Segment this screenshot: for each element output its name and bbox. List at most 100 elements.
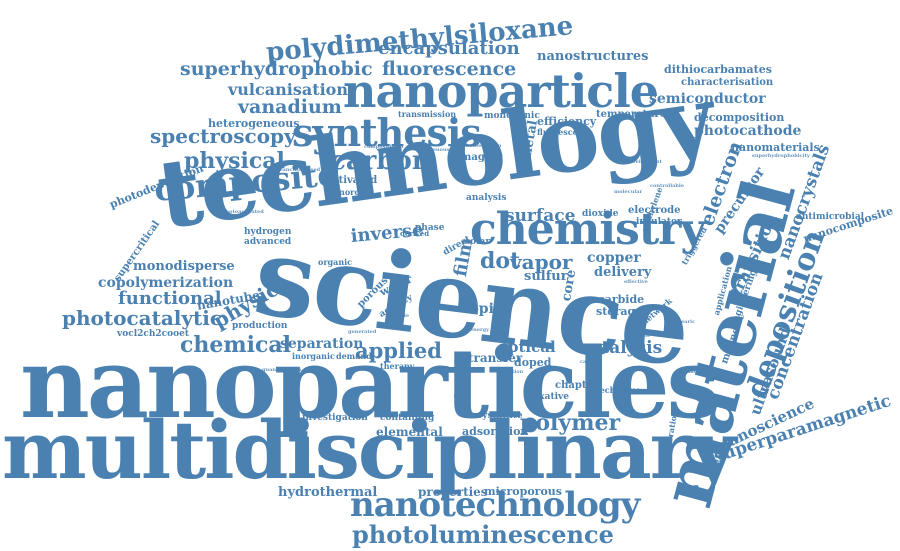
word-optical: optical	[498, 338, 556, 356]
word-encapsulation: encapsulation	[378, 38, 520, 59]
word-quantification: quantification	[262, 367, 302, 373]
word-vapor: vapor	[510, 250, 573, 274]
word-physical: physical	[184, 148, 285, 174]
word-functionalised: functionalised	[280, 167, 321, 173]
word-chemistry: chemistry	[470, 204, 706, 255]
word-dot: dot	[480, 248, 521, 274]
word-chapter: chapter	[555, 380, 599, 391]
word-hydrothermal: hydrothermal	[278, 485, 378, 500]
word-electrode: electrode	[628, 205, 681, 216]
word-storage: storage	[596, 305, 643, 318]
word-superhydrophobic: superhydrophobic	[180, 58, 373, 80]
word-polymer: polymer	[520, 410, 621, 436]
word-organic: organic	[318, 257, 353, 267]
word-nanocomposite: nanocomposite	[801, 204, 895, 246]
word-transmission: transmission	[398, 109, 457, 119]
word-photoactivated: photoactivated	[222, 209, 264, 215]
word-catalysis: catalysis	[580, 338, 663, 358]
word-microporous: microporous	[484, 485, 562, 498]
word-crystallite: crystallite	[472, 411, 523, 421]
word-topic: topic	[463, 301, 503, 317]
word-advanced: advanced	[244, 237, 292, 247]
word-batterie: batterie	[628, 333, 651, 339]
word-synthesis: synthesis	[292, 110, 482, 155]
word-temperature: temperature	[596, 109, 667, 120]
word-delivery: delivery	[594, 265, 652, 280]
word-carbon: carbon	[330, 146, 431, 176]
word-carbide: carbide	[598, 293, 645, 306]
word-photocatalytic: photocatalytic	[62, 306, 223, 330]
word-copolymerization: copolymerization	[98, 275, 234, 291]
word-nanomaterials: nanomaterials	[731, 141, 820, 154]
word-effective: effective	[624, 279, 648, 285]
word-sulfur: sulfur	[524, 269, 568, 284]
word-photocathode: photocathode	[694, 123, 802, 139]
word-monoclinic: monoclinic	[484, 111, 540, 121]
word-transfer: transfer	[468, 351, 523, 365]
word-nanorods: nanorods	[328, 187, 370, 197]
word-photoelectron: photoelectron	[462, 143, 502, 149]
word-stearic: stearic	[676, 319, 696, 325]
word-vulcanisation: vulcanisation	[228, 80, 348, 99]
word-separation: separation	[280, 336, 364, 352]
word-production: production	[232, 321, 288, 331]
word-fluorescence: fluorescence	[382, 58, 517, 80]
word-chemical: chemical	[180, 332, 292, 358]
word-inorganic: inorganic	[292, 351, 335, 361]
word-applied: applied	[355, 338, 442, 363]
word-technique: technique	[596, 385, 641, 395]
word-reaction: reaction	[500, 369, 524, 375]
word-nanostructures: nanostructures	[537, 49, 649, 64]
word-analysis: analysis	[466, 193, 507, 203]
word-solar: solar	[465, 237, 491, 247]
word-generated: generated	[348, 329, 377, 335]
word-copper: copper	[587, 250, 641, 266]
word-antimicrobial: antimicrobial	[796, 212, 865, 222]
word-characterisation: characterisation	[681, 77, 774, 88]
word-elemental: elemental	[376, 425, 443, 439]
word-multidisciplinary: multidisciplinary	[2, 403, 736, 497]
word-efficiency: efficiency	[537, 115, 597, 128]
word-nanoparticle: nanoparticle	[343, 64, 659, 118]
word-photoluminescence: photoluminescence	[352, 520, 614, 549]
word-continuous: continuous	[418, 147, 450, 153]
word-spectroscopy: spectroscopy	[150, 124, 296, 148]
word-controllable: controllable	[650, 183, 684, 189]
word-therapy: therapy	[380, 361, 415, 371]
word-laxative: laxative	[530, 392, 569, 402]
word-properties: properties	[418, 485, 488, 499]
word-vanadium: vanadium	[238, 96, 342, 118]
word-nanoparticles: nanoparticles	[20, 327, 721, 440]
word-phase: phase	[415, 223, 445, 233]
word-activated: activated	[326, 175, 378, 186]
word-monodisperse: monodisperse	[133, 259, 235, 274]
word-molecular: molecular	[614, 189, 643, 195]
word-energy: energy	[470, 327, 490, 333]
word-semiconductor: semiconductor	[649, 91, 766, 107]
word-development: development	[626, 159, 662, 165]
word-functional: functional	[118, 288, 222, 309]
word-imaging: imaging	[457, 152, 503, 163]
word-hydrogen: hydrogen	[244, 227, 292, 237]
word-vocl2ch2cooet: vocl2ch2cooet	[117, 329, 190, 339]
word-surface: surface	[505, 206, 576, 226]
word-containing: containing	[380, 413, 435, 423]
word-superhydrophobicity: superhydrophobicity	[752, 153, 810, 159]
word-carrier: carrier	[580, 359, 600, 365]
word-investigation: investigation	[302, 413, 368, 423]
word-fluorescent: fluorescent	[537, 127, 588, 137]
word-decomposition: decomposition	[694, 111, 785, 124]
word-doped: doped	[514, 356, 552, 369]
word-antibacterial: antibacterial	[676, 369, 713, 375]
word-heterogeneous: heterogeneous	[208, 117, 300, 130]
word-compositional: compositional	[364, 144, 404, 150]
word-dioxide: dioxide	[582, 209, 619, 219]
word-derived: derived	[400, 229, 430, 238]
word-nitride: nitride	[390, 313, 410, 319]
word-demand: demand	[336, 351, 372, 361]
word-insulator: insulator	[636, 217, 682, 227]
word-adsorption: adsorption	[462, 425, 529, 438]
word-dithiocarbamates: dithiocarbamates	[664, 63, 772, 76]
word-nanotechnology: nanotechnology	[350, 485, 640, 525]
